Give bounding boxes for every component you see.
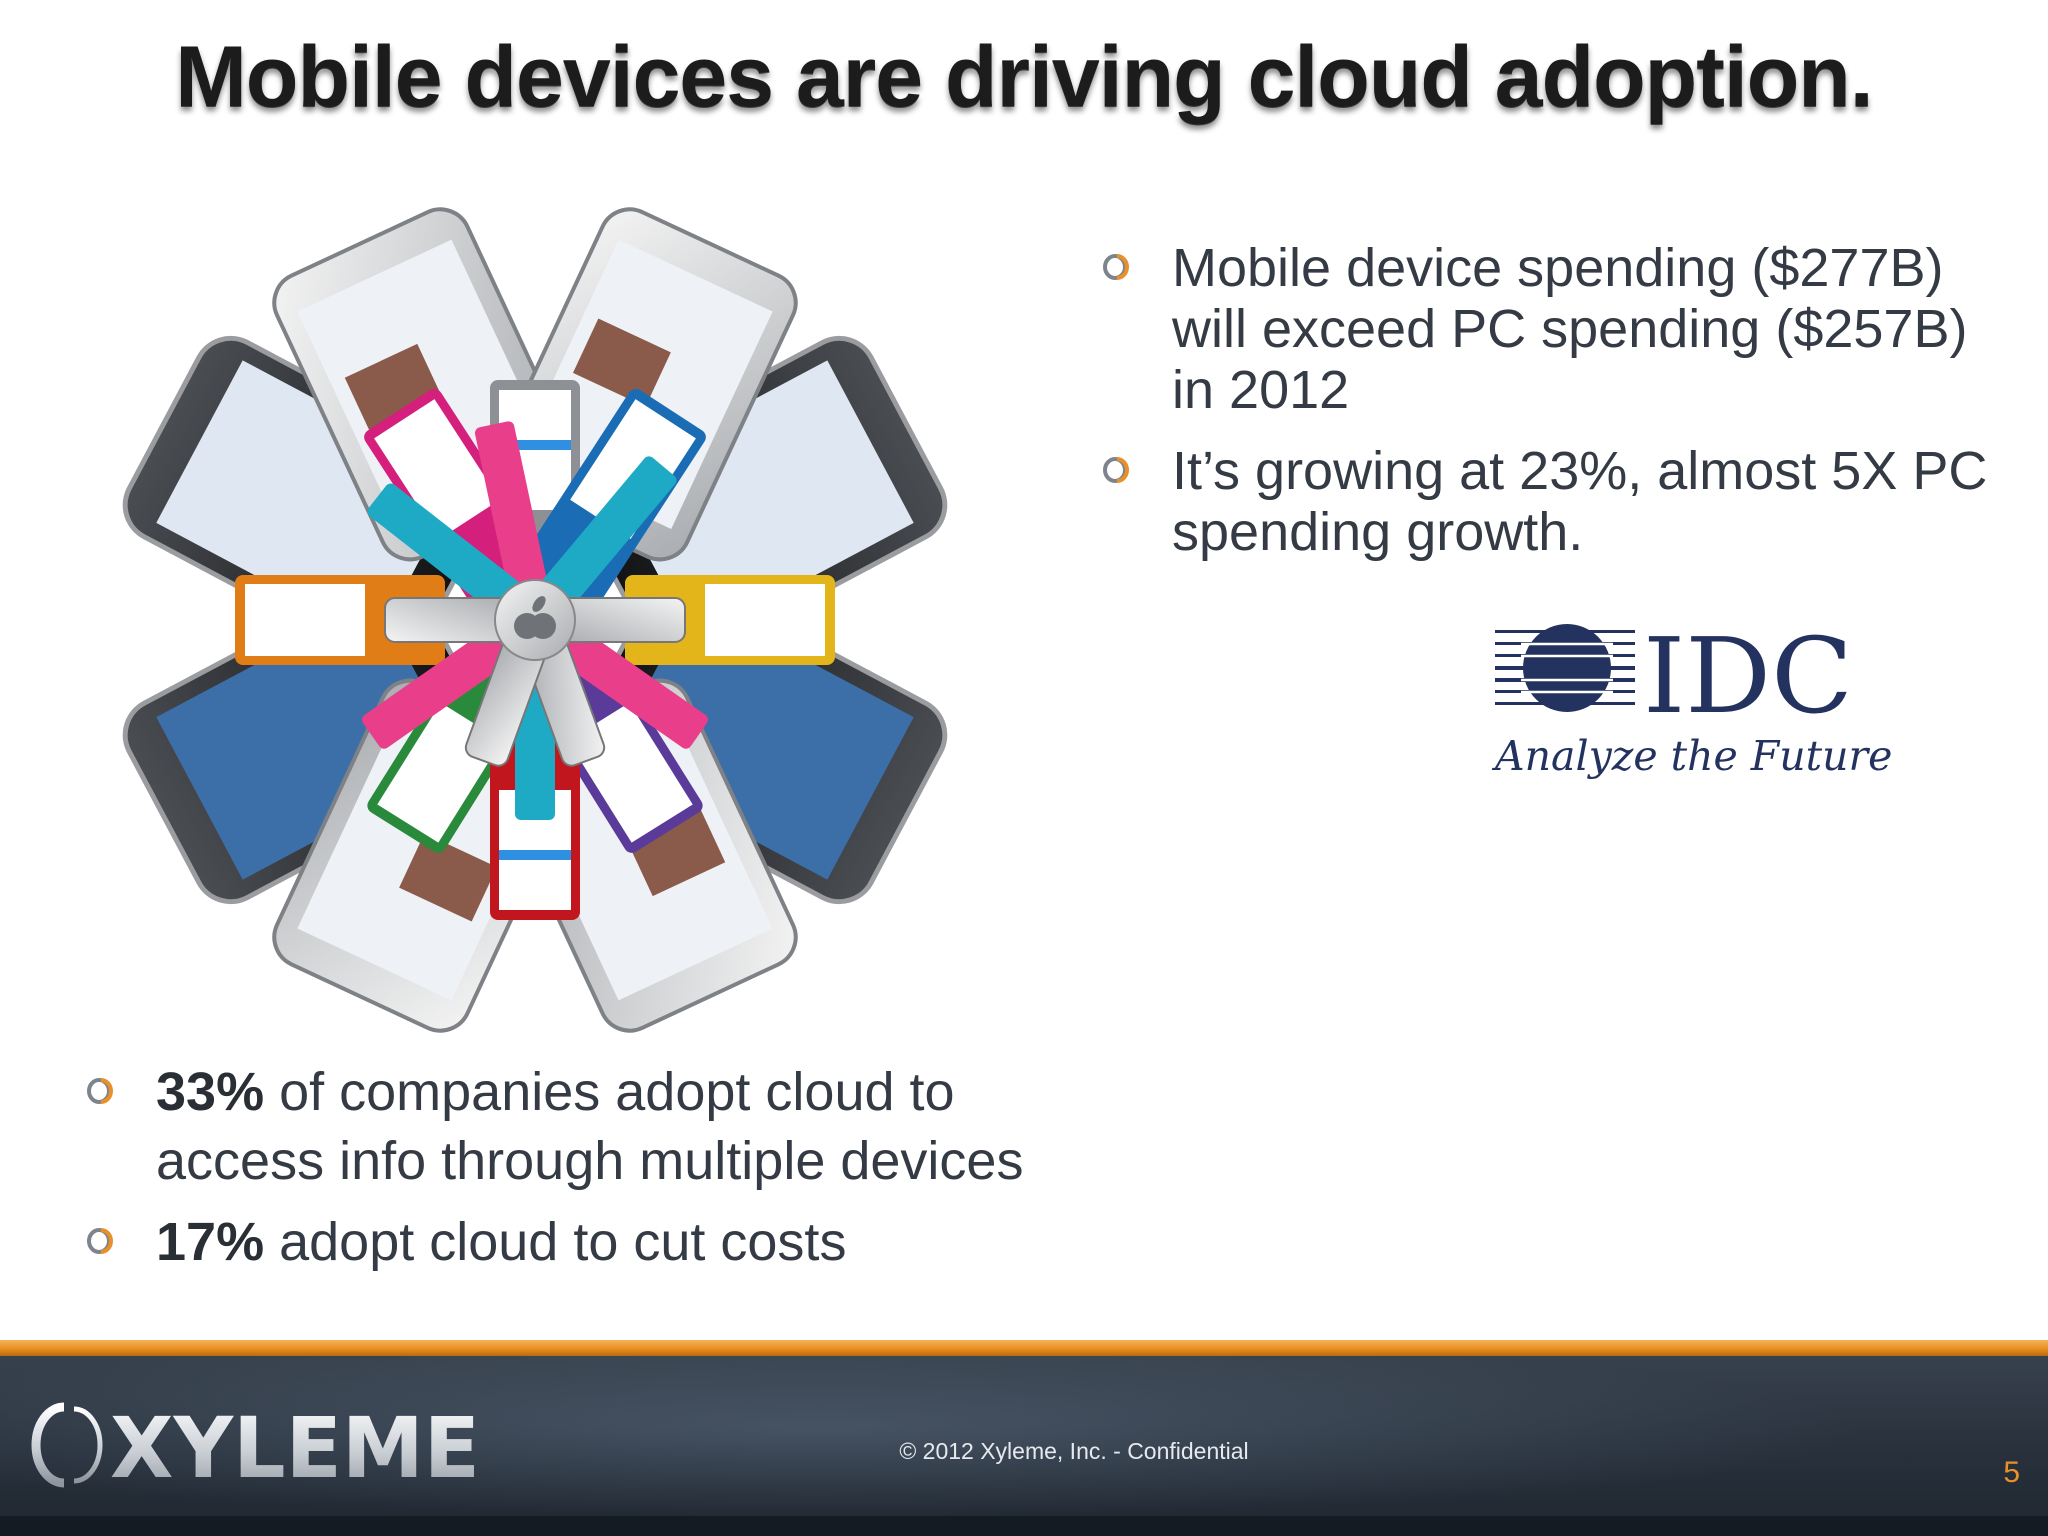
list-item: 33% of companies adopt cloud to access i… xyxy=(84,1058,1084,1196)
idc-wordmark: IDC xyxy=(1495,615,1853,737)
list-item: Mobile device spending ($277B) will exce… xyxy=(1100,238,2000,421)
idc-wordmark-text: IDC xyxy=(1643,622,1853,732)
bullet-text: of companies adopt cloud to access info … xyxy=(156,1062,1024,1191)
ipod-shuffle-device xyxy=(362,617,528,749)
bullet-text: adopt cloud to cut costs xyxy=(264,1212,847,1272)
device-fan-illustration xyxy=(122,207,948,1033)
xyleme-logo: XYLEME xyxy=(31,1399,480,1495)
idc-tagline: Analyze the Future xyxy=(1495,732,1893,780)
xyleme-wordmark: XYLEME xyxy=(110,1399,480,1495)
list-item: 17% adopt cloud to cut costs xyxy=(84,1208,1084,1277)
ipod-shuffle-device xyxy=(534,456,677,616)
ipod-shuffle-device xyxy=(474,421,550,604)
page-number: 5 xyxy=(2003,1456,2020,1489)
orange-ring-bullet-icon xyxy=(1103,254,1129,280)
footer-bar xyxy=(0,1340,2048,1536)
footer-accent-stripe xyxy=(0,1340,2048,1356)
idc-logo: IDC Analyze the Future xyxy=(1495,615,1893,792)
right-bullet-list: Mobile device spending ($277B) will exce… xyxy=(1100,238,2000,583)
ipod-shuffle-device xyxy=(367,483,530,622)
stat-value: 17% xyxy=(156,1212,265,1272)
footer-glow xyxy=(0,1356,2048,1536)
footer-copyright: © 2012 Xyleme, Inc. - Confidential xyxy=(899,1438,1249,1464)
orange-ring-bullet-icon xyxy=(1103,457,1129,483)
footer-bottom-edge xyxy=(0,1516,2048,1536)
bullet-text: Mobile device spending ($277B) will exce… xyxy=(1172,238,1968,420)
xyleme-ring-icon xyxy=(31,1402,65,1488)
orange-ring-bullet-icon xyxy=(87,1078,113,1104)
stat-value: 33% xyxy=(156,1062,265,1122)
orange-ring-bullet-icon xyxy=(87,1228,113,1254)
list-item: It’s growing at 23%, almost 5X PC spendi… xyxy=(1100,441,2000,563)
slide-title: Mobile devices are driving cloud adoptio… xyxy=(175,29,1873,125)
bullet-text: It’s growing at 23%, almost 5X PC spendi… xyxy=(1172,441,1988,562)
left-bullet-list: 33% of companies adopt cloud to access i… xyxy=(84,1058,1084,1289)
apple-logo-icon xyxy=(514,596,556,639)
ipod-shuffle-device xyxy=(542,617,708,749)
